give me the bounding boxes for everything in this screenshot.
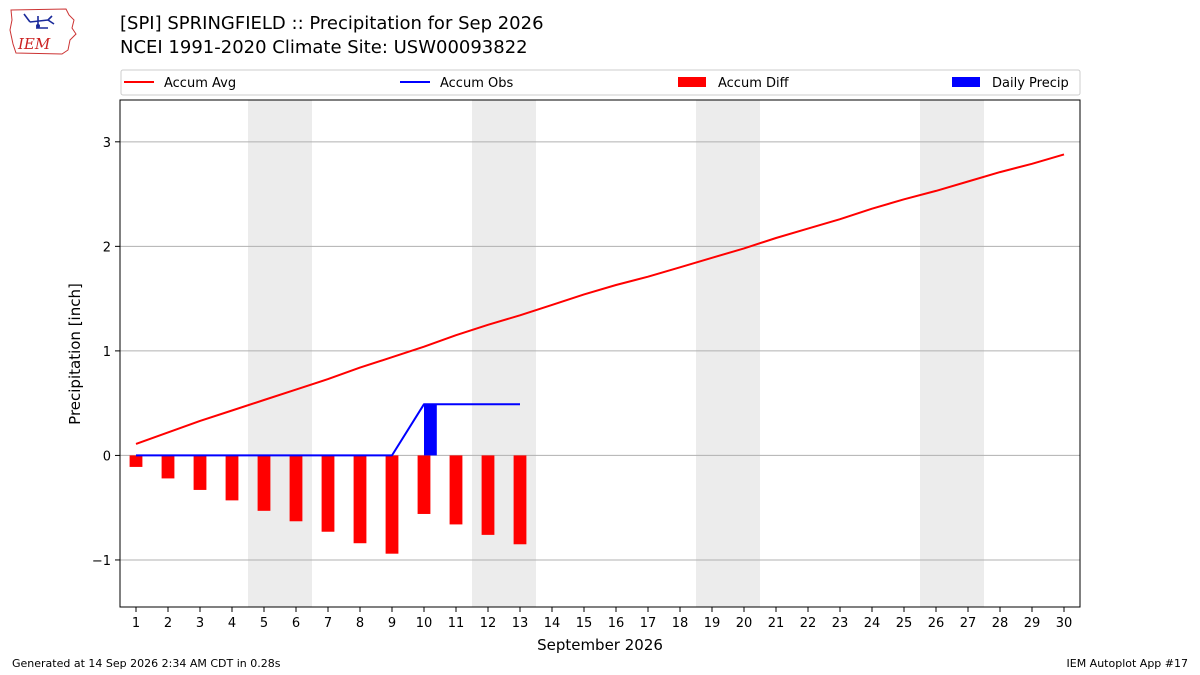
x-tick-label: 8: [356, 616, 364, 631]
x-tick-label: 27: [960, 616, 977, 631]
x-tick-label: 19: [704, 616, 721, 631]
x-tick-label: 13: [512, 616, 529, 631]
accum-avg-line: [135, 153, 1065, 445]
accum-diff-bar: [449, 455, 463, 525]
accum-obs-line: [136, 403, 520, 457]
accum-diff-bar: [225, 455, 239, 501]
x-tick-label: 23: [832, 616, 849, 631]
legend-label-accum-obs: Accum Obs: [440, 76, 513, 91]
legend-swatch-accum-diff: [678, 77, 706, 87]
x-tick-label: 25: [896, 616, 913, 631]
legend-label-daily-precip: Daily Precip: [992, 76, 1069, 91]
legend-box: [120, 69, 1081, 96]
accum-diff-bar: [385, 455, 399, 554]
weekend-band: [696, 100, 760, 607]
daily-precip-bar: [424, 404, 437, 456]
x-tick-label: 24: [864, 616, 881, 631]
x-tick-label: 12: [480, 616, 497, 631]
y-axis-label: Precipitation [inch]: [66, 283, 84, 425]
iem-logo: IEM: [9, 8, 77, 55]
chart-subtitle: NCEI 1991-2020 Climate Site: USW00093822: [120, 37, 528, 58]
accum-diff-bar: [193, 455, 207, 490]
y-tick-label: 2: [103, 240, 111, 255]
x-tick-label: 15: [576, 616, 593, 631]
weather-station-icon: [23, 13, 55, 29]
x-tick-label: 3: [196, 616, 204, 631]
x-axis-label: September 2026: [537, 636, 663, 654]
x-tick-label: 9: [388, 616, 396, 631]
x-tick-label: 1: [132, 616, 140, 631]
accum-diff-bar: [257, 455, 271, 511]
x-tick-label: 6: [292, 616, 300, 631]
x-tick-label: 11: [448, 616, 465, 631]
app-credit: IEM Autoplot App #17: [1066, 657, 1189, 670]
x-tick-label: 2: [164, 616, 172, 631]
x-tick-label: 18: [672, 616, 689, 631]
accum-diff-bar: [129, 455, 143, 467]
accum-diff-bar: [289, 455, 303, 522]
generated-timestamp: Generated at 14 Sep 2026 2:34 AM CDT in …: [12, 657, 281, 670]
legend-label-accum-diff: Accum Diff: [718, 76, 790, 91]
accum-diff-bar: [321, 455, 335, 532]
x-tick-label: 28: [992, 616, 1009, 631]
logo-text: IEM: [17, 35, 51, 53]
x-tick-label: 7: [324, 616, 332, 631]
accum-diff-bar: [481, 455, 495, 535]
weekend-band: [472, 100, 536, 607]
legend-label-accum-avg: Accum Avg: [164, 76, 236, 91]
weekend-band: [920, 100, 984, 607]
x-tick-label: 4: [228, 616, 236, 631]
x-tick-label: 10: [416, 616, 433, 631]
x-tick-label: 17: [640, 616, 657, 631]
x-tick-label: 5: [260, 616, 268, 631]
x-tick-label: 16: [608, 616, 625, 631]
x-tick-label: 22: [800, 616, 817, 631]
legend-swatch-daily-precip: [952, 77, 980, 87]
weekend-band: [248, 100, 312, 607]
y-tick-label: −1: [92, 554, 111, 569]
accum-diff-bar: [161, 455, 175, 479]
accum-diff-bar: [353, 455, 367, 544]
x-tick-label: 21: [768, 616, 785, 631]
x-tick-label: 26: [928, 616, 945, 631]
accum-diff-bar: [513, 455, 527, 545]
accum-diff-bar: [417, 455, 431, 514]
plot-frame: [119, 99, 1081, 608]
iowa-outline-icon: [9, 8, 77, 55]
x-tick-label: 20: [736, 616, 753, 631]
chart-title: [SPI] SPRINGFIELD :: Precipitation for S…: [120, 13, 544, 34]
y-tick-label: 3: [103, 136, 111, 151]
x-tick-label: 30: [1056, 616, 1073, 631]
x-tick-label: 14: [544, 616, 561, 631]
y-tick-label: 1: [103, 345, 111, 360]
x-tick-label: 29: [1024, 616, 1041, 631]
y-tick-label: 0: [103, 449, 111, 464]
